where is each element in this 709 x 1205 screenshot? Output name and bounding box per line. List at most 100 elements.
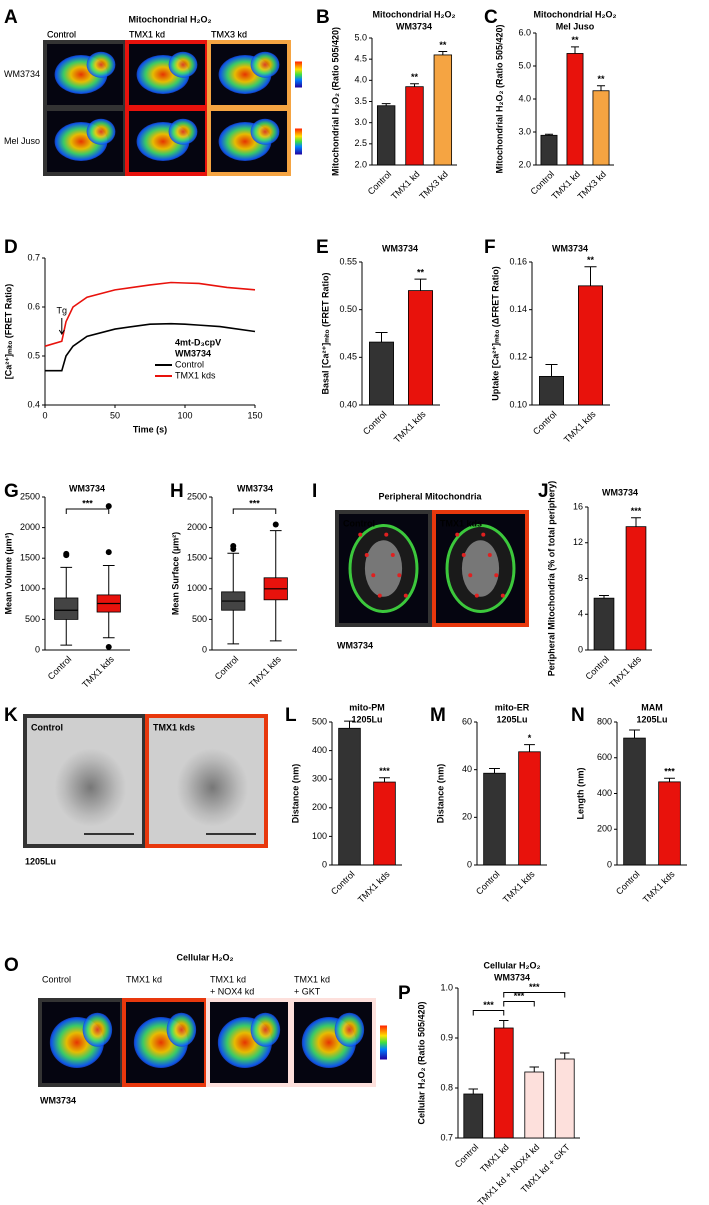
x-tick-label: Control xyxy=(361,409,389,437)
error-bar xyxy=(544,133,554,136)
y-tick-label: 2000 xyxy=(187,522,207,532)
chart-subtitle: Mel Juso xyxy=(556,21,595,31)
panel-letter: B xyxy=(316,7,330,28)
x-tick-label: TMX1 kds xyxy=(641,869,677,905)
panel-title: Cellular H₂O₂ xyxy=(176,952,233,962)
column-label: TMX3 kd xyxy=(211,29,247,39)
x-tick-label: Control xyxy=(366,169,394,197)
y-tick-label: 2500 xyxy=(20,491,40,501)
cell-line: 1205Lu xyxy=(25,856,56,866)
bar xyxy=(518,751,541,866)
column-label: TMX1 kd xyxy=(210,974,246,984)
y-tick-label: 500 xyxy=(312,716,327,726)
y-tick-label: 0.7 xyxy=(440,1132,453,1142)
panel-letter: F xyxy=(484,237,496,258)
whisker xyxy=(269,530,282,578)
y-tick-label: 2.5 xyxy=(354,138,367,148)
outlier xyxy=(105,549,112,556)
bar xyxy=(433,54,453,166)
x-tick-label: Control xyxy=(614,869,642,897)
cell-image xyxy=(250,118,280,145)
chart-title: Mitochondrial H₂O₂ xyxy=(534,9,617,19)
bar xyxy=(658,781,681,866)
y-tick-label: 500 xyxy=(25,614,40,624)
bar xyxy=(524,1071,545,1139)
y-tick-label: 0.8 xyxy=(440,1082,453,1092)
y-tick-label: 1000 xyxy=(187,583,207,593)
panel-letter: A xyxy=(4,7,18,28)
significance-label: *** xyxy=(664,767,675,777)
column-label: Control xyxy=(31,722,63,732)
significance-label: *** xyxy=(249,498,260,508)
bar xyxy=(623,737,646,866)
mitochondrion xyxy=(358,532,363,537)
row-label: Mel Juso xyxy=(4,136,40,146)
y-tick-label: 6.0 xyxy=(518,27,531,37)
legend-title: WM3734 xyxy=(175,348,211,358)
y-tick-label: 400 xyxy=(597,788,612,798)
chart-title: mito-PM xyxy=(349,702,385,712)
y-axis-label: Mitochondrial H₂O₂ (Ratio 505/420) xyxy=(494,24,504,173)
y-tick-label: 3.5 xyxy=(354,96,367,106)
column-label: TMX1 kds xyxy=(440,518,482,528)
significance-label: ** xyxy=(439,40,447,50)
cell-image xyxy=(168,118,198,145)
whisker xyxy=(269,599,282,642)
column-label: Control xyxy=(42,974,71,984)
y-tick-label: 5.0 xyxy=(518,60,531,70)
bar xyxy=(369,341,394,406)
chart-title: MAM xyxy=(641,702,663,712)
column-label: TMX1 kd xyxy=(294,974,330,984)
mitochondrion xyxy=(403,593,408,598)
bar xyxy=(483,772,506,866)
y-tick-label: 60 xyxy=(462,716,472,726)
y-tick-label: 0.14 xyxy=(509,304,527,314)
chart-title: WM3734 xyxy=(237,483,273,493)
chart-title: Cellular H₂O₂ xyxy=(483,960,540,970)
y-axis-label: Mean Volume (µm³) xyxy=(3,532,13,614)
significance-label: *** xyxy=(631,506,642,516)
y-tick-label: 1500 xyxy=(20,553,40,563)
y-tick-label: 0 xyxy=(35,644,40,654)
bar xyxy=(593,597,615,651)
bar xyxy=(592,90,610,166)
mitochondrion xyxy=(364,552,369,557)
error-bar xyxy=(529,1066,539,1072)
error-bar xyxy=(545,363,558,377)
error-bar xyxy=(596,85,606,91)
y-tick-label: 12 xyxy=(573,537,583,547)
y-tick-label: 100 xyxy=(312,831,327,841)
significance-label: *** xyxy=(379,766,390,776)
x-tick-label: 150 xyxy=(247,410,262,420)
error-bar xyxy=(524,744,535,752)
significance-label: * xyxy=(528,733,532,743)
column-label: + NOX4 kd xyxy=(210,986,254,996)
row-label: WM3734 xyxy=(4,69,40,79)
y-tick-label: 500 xyxy=(192,614,207,624)
significance-label: ** xyxy=(411,72,419,82)
bar xyxy=(376,105,396,166)
y-tick-label: 4.0 xyxy=(354,75,367,85)
column-label: TMX1 kd xyxy=(126,974,162,984)
chart-title: mito-ER xyxy=(495,702,530,712)
cell-image xyxy=(334,1012,365,1047)
color-scale xyxy=(295,61,302,88)
cell-image xyxy=(86,51,116,78)
nucleus xyxy=(461,540,500,597)
x-tick-label: Control xyxy=(453,1142,481,1170)
error-bar xyxy=(664,777,675,782)
error-bar xyxy=(599,594,609,599)
outlier xyxy=(63,550,70,557)
color-scale xyxy=(295,128,302,155)
chart-subtitle: 1205Lu xyxy=(351,714,382,724)
box xyxy=(54,597,79,620)
x-tick-label: Control xyxy=(213,654,241,682)
whisker xyxy=(102,565,115,595)
chart-title: WM3734 xyxy=(382,243,418,253)
cell-image xyxy=(168,51,198,78)
y-tick-label: 0.5 xyxy=(27,350,40,360)
y-tick-label: 0.6 xyxy=(27,301,40,311)
x-tick-label: TMX1 kd xyxy=(389,169,422,202)
x-tick-label: TMX1 kds xyxy=(356,869,392,905)
